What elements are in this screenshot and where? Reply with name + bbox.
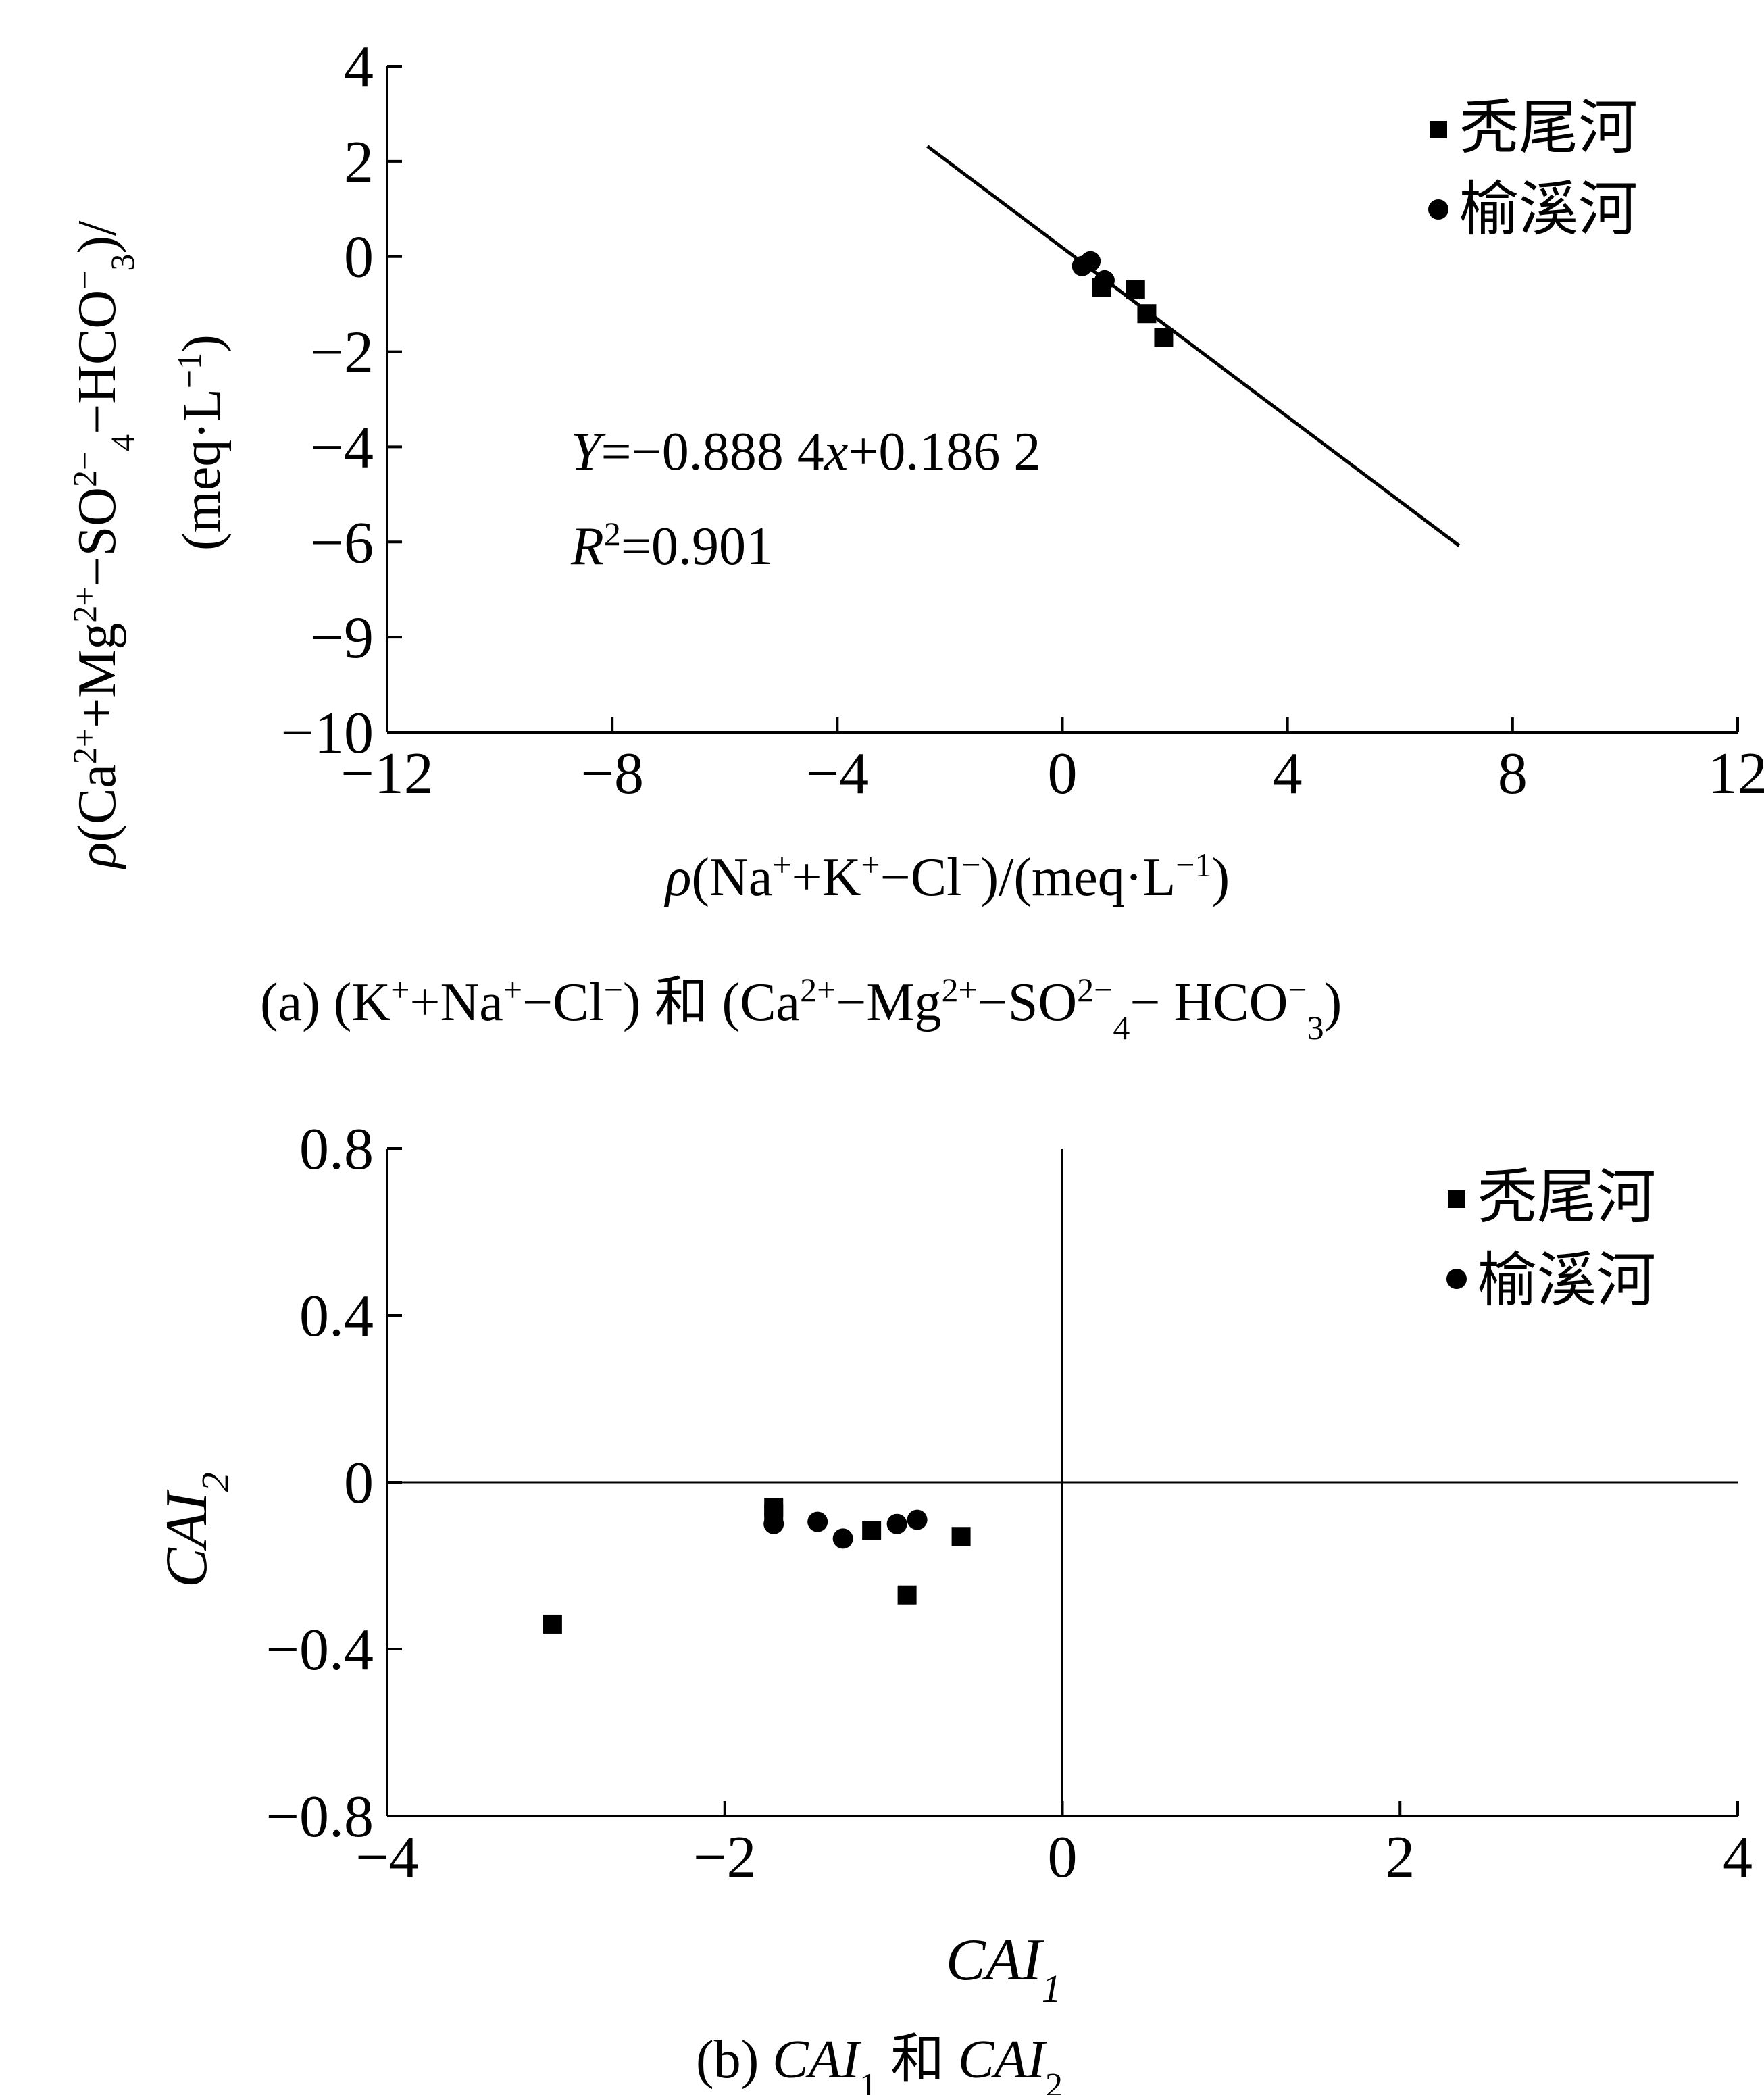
- chart-b-legend-label-2: 榆溪河: [1478, 1248, 1656, 1314]
- chart-b-y-label: CAI2: [154, 1472, 237, 1588]
- legend-square-marker: [1430, 121, 1447, 138]
- x-tick-label: 4: [1723, 1825, 1753, 1890]
- chart-b-x-label: CAI1: [946, 1927, 1061, 2011]
- data-point-square: [897, 1585, 917, 1605]
- chart-a-fit-line-group: [926, 145, 1461, 547]
- chart-a-caption: (a) (K++Na+−Cl−) 和 (Ca2+−Mg2+−SO2−4− HCO…: [260, 971, 1342, 1046]
- y-tick-label: −0.4: [266, 1617, 374, 1683]
- y-tick-label: 4: [344, 34, 374, 100]
- fit-line: [926, 145, 1461, 547]
- legend-circle-marker: [1446, 1269, 1467, 1289]
- chart-a-points: [1072, 251, 1174, 347]
- y-tick-label: −6: [310, 510, 374, 576]
- svg-text:ρ(Ca2++Mg2+−SO2−4−HCO−3)/: ρ(Ca2++Mg2+−SO2−4−HCO−3)/: [66, 220, 141, 870]
- data-point-circle: [907, 1509, 928, 1530]
- y-tick-label: −0.8: [266, 1784, 374, 1850]
- y-tick-label: −9: [310, 605, 374, 671]
- data-point-square: [543, 1614, 562, 1634]
- y-tick-label: 0: [344, 1450, 374, 1516]
- data-point-circle: [1080, 251, 1101, 272]
- x-tick-label: −8: [580, 741, 644, 807]
- x-tick-label: 8: [1498, 741, 1528, 807]
- data-point-square: [1154, 328, 1174, 347]
- y-tick-label: 0: [344, 225, 374, 291]
- chart-a-x-ticks: −12 −8 −4 0 4 8 12: [341, 717, 1764, 807]
- data-point-circle: [807, 1511, 828, 1532]
- chart-b-reference-lines: [387, 1149, 1738, 1816]
- x-tick-label: 0: [1048, 741, 1078, 807]
- chart-a-legend-label-1: 秃尾河: [1459, 96, 1638, 161]
- y-tick-label: −2: [310, 320, 374, 386]
- svg-text:CAI2: CAI2: [154, 1472, 237, 1588]
- data-point-square: [862, 1521, 882, 1540]
- chart-b-legend: 秃尾河 榆溪河: [1446, 1165, 1656, 1314]
- data-point-square: [1137, 304, 1157, 324]
- chart-b-points: [543, 1498, 971, 1634]
- legend-circle-marker: [1428, 199, 1448, 220]
- chart-a-y-label: ρ(Ca2++Mg2+−SO2−4−HCO−3)/: [66, 220, 141, 870]
- chart-a: −12 −8 −4 0 4 8 12 4 2 0 −2 −4 −6 −9 −10 秃尾河 榆溪河 Y=−0…: [66, 34, 1764, 1046]
- data-point-circle: [1094, 270, 1115, 291]
- data-point-square: [951, 1527, 971, 1546]
- data-point-circle: [763, 1513, 784, 1534]
- chart-a-axes: [386, 66, 1738, 734]
- chart-b: −4 −2 0 2 4 0.8 0.4 0 −0.4 −0.8 秃尾河 榆溪河 CAI2 CAI…: [154, 1117, 1753, 2095]
- svg-text:(meq·L−1): (meq·L−1): [170, 334, 232, 551]
- x-tick-label: 4: [1273, 741, 1303, 807]
- data-point-circle: [832, 1528, 853, 1549]
- x-tick-label: −4: [355, 1825, 419, 1890]
- x-tick-label: 12: [1708, 741, 1764, 807]
- chart-b-caption: (b) CAI1 和 CAI2: [696, 2030, 1063, 2095]
- chart-a-legend-label-2: 榆溪河: [1459, 178, 1638, 243]
- legend-square-marker: [1448, 1190, 1465, 1208]
- y-tick-label: −4: [310, 415, 374, 480]
- x-tick-label: −4: [806, 741, 870, 807]
- chart-b-y-ticks: 0.8 0.4 0 −0.4 −0.8: [266, 1117, 402, 1850]
- chart-a-equation: Y=−0.888 4x+0.186 2: [571, 422, 1040, 482]
- chart-a-x-label: ρ(Na++K+−Cl−)/(meq·L−1): [663, 846, 1230, 907]
- y-tick-label: 0.8: [299, 1117, 374, 1182]
- x-tick-label: 2: [1385, 1825, 1415, 1890]
- y-tick-label: 0.4: [299, 1284, 374, 1349]
- x-tick-label: 0: [1048, 1825, 1078, 1890]
- data-point-circle: [886, 1513, 907, 1534]
- y-tick-label: 2: [344, 130, 374, 195]
- data-point-square: [1126, 280, 1145, 300]
- y-tick-label: −10: [280, 701, 374, 766]
- x-tick-label: −2: [693, 1825, 757, 1890]
- x-tick-label: −12: [341, 741, 434, 807]
- chart-a-y-label-units: (meq·L−1): [170, 334, 232, 551]
- chart-b-x-ticks: −4 −2 0 2 4: [355, 1801, 1753, 1890]
- chart-b-legend-label-1: 秃尾河: [1478, 1165, 1656, 1231]
- chart-a-legend: 秃尾河 榆溪河: [1428, 96, 1638, 243]
- chart-a-y-ticks: 4 2 0 −2 −4 −6 −9 −10: [280, 34, 402, 766]
- chart-a-r2: R2=0.901: [570, 515, 773, 576]
